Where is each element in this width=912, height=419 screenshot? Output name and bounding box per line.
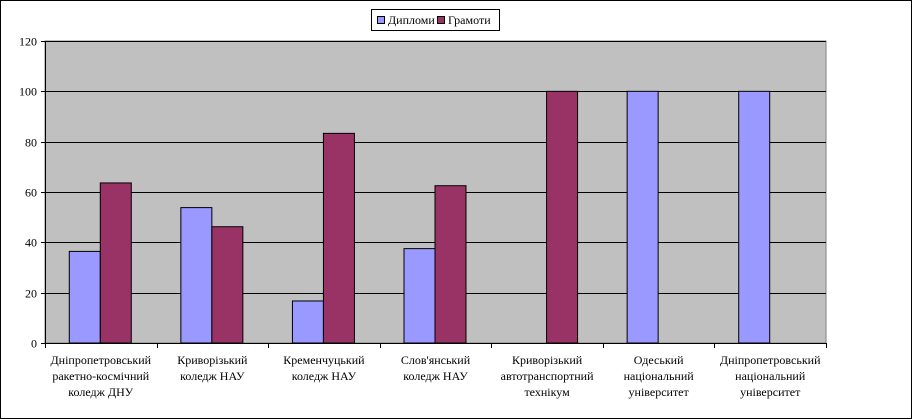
x-category-label: національний bbox=[624, 369, 695, 383]
x-category-label: Криворізький bbox=[512, 353, 583, 367]
x-category-label: автотранспортний bbox=[501, 369, 594, 383]
bar-dyplomy bbox=[68, 250, 101, 344]
bar-dyplomy bbox=[291, 300, 324, 344]
legend-label: Грамоти bbox=[448, 13, 491, 27]
legend-swatch bbox=[377, 16, 385, 24]
bar-hramoty bbox=[546, 90, 579, 344]
x-category-label: коледж НАУ bbox=[180, 369, 245, 383]
bar-hramoty bbox=[322, 132, 355, 344]
x-category-label: Одеський bbox=[634, 353, 684, 367]
y-tick-label: 80 bbox=[25, 136, 37, 150]
x-category-label: Дніпропетровський bbox=[50, 353, 151, 367]
x-category-label: коледж НАУ bbox=[403, 369, 468, 383]
x-category-label: технікум bbox=[524, 385, 570, 399]
x-category-label: Дніпропетровський bbox=[720, 353, 821, 367]
bar-dyplomy bbox=[626, 90, 659, 344]
x-category-label: університет bbox=[629, 385, 690, 399]
legend-swatch bbox=[437, 16, 445, 24]
y-tick-label: 120 bbox=[19, 35, 37, 49]
x-category-label: університет bbox=[740, 385, 801, 399]
y-tick-label: 20 bbox=[25, 287, 37, 301]
bar-hramoty bbox=[434, 185, 467, 344]
bar-hramoty bbox=[211, 226, 244, 344]
bar-dyplomy bbox=[180, 207, 213, 344]
x-category-label: коледж ДНУ bbox=[68, 385, 133, 399]
x-category-label: коледж НАУ bbox=[292, 369, 357, 383]
legend-box bbox=[371, 9, 500, 31]
y-tick-label: 100 bbox=[19, 85, 37, 99]
y-tick-label: 60 bbox=[25, 186, 37, 200]
x-category-label: Криворізький bbox=[177, 353, 248, 367]
y-tick-label: 0 bbox=[31, 337, 37, 351]
x-category-label: національний bbox=[735, 369, 806, 383]
x-category-label: ракетно-космічний bbox=[52, 369, 149, 383]
x-category-label: Кременчуцький bbox=[283, 353, 365, 367]
bar-dyplomy bbox=[738, 90, 771, 344]
bar-dyplomy bbox=[403, 248, 436, 344]
legend-label: Дипломи bbox=[388, 13, 435, 27]
y-tick-label: 40 bbox=[25, 236, 37, 250]
bar-hramoty bbox=[99, 182, 132, 344]
x-category-label: Слов'янський bbox=[401, 353, 471, 367]
